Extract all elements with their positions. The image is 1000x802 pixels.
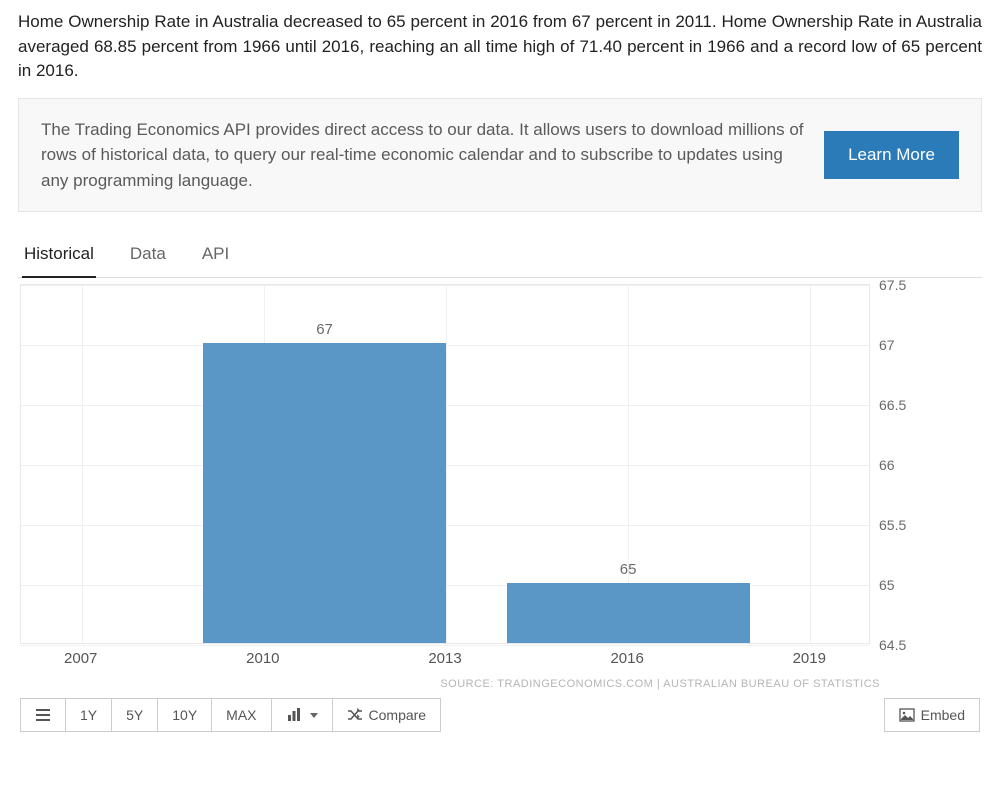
description-text: Home Ownership Rate in Australia decreas… [18,10,982,84]
y-tick-label: 65 [879,577,929,593]
tab-historical[interactable]: Historical [22,234,96,278]
range-5y-button[interactable]: 5Y [111,698,158,732]
toolbar-left-group: 1Y5Y10YMAX Compare [20,698,441,732]
list-view-button[interactable] [20,698,66,732]
chart-container: 64.56565.56666.56767.56765 2007201020132… [20,284,980,732]
chart-gridline [21,285,869,286]
x-tick-label: 2007 [64,650,97,667]
embed-button[interactable]: Embed [884,698,980,732]
range-1y-button[interactable]: 1Y [65,698,112,732]
toolbar-right-group: Embed [884,698,980,732]
bar-value-label: 67 [316,321,333,338]
tab-data[interactable]: Data [128,234,168,278]
api-promo-box: The Trading Economics API provides direc… [18,98,982,213]
chart-plot-area[interactable]: 64.56565.56666.56767.56765 [20,284,870,644]
chart-source-text: SOURCE: TRADINGECONOMICS.COM | AUSTRALIA… [20,678,880,690]
chart-x-axis: 2007 2010 2013 2016 2019 [20,644,870,672]
x-tick-label: 2019 [793,650,826,667]
shuffle-icon [347,707,363,723]
bar-chart-icon [286,707,302,723]
y-tick-label: 67 [879,337,929,353]
embed-label: Embed [921,707,965,723]
compare-label: Compare [369,707,427,723]
compare-button[interactable]: Compare [332,698,442,732]
image-icon [899,707,915,723]
api-promo-text: The Trading Economics API provides direc… [41,117,804,194]
chart-vline [810,285,811,643]
tab-api[interactable]: API [200,234,231,278]
learn-more-button[interactable]: Learn More [824,131,959,179]
chart-vline [446,285,447,643]
chart-toolbar: 1Y5Y10YMAX Compare Embed [20,698,980,732]
x-tick-label: 2010 [246,650,279,667]
y-tick-label: 66.5 [879,397,929,413]
y-tick-label: 66 [879,457,929,473]
tab-bar: Historical Data API [18,234,982,278]
x-tick-label: 2013 [428,650,461,667]
y-tick-label: 67.5 [879,277,929,293]
chevron-down-icon [310,713,318,718]
range-10y-button[interactable]: 10Y [157,698,212,732]
list-icon [35,707,51,723]
chart-vline [82,285,83,643]
chart-type-button[interactable] [271,698,333,732]
bar-value-label: 65 [620,561,637,578]
y-tick-label: 65.5 [879,517,929,533]
x-tick-label: 2016 [610,650,643,667]
range-max-button[interactable]: MAX [211,698,271,732]
y-tick-label: 64.5 [879,637,929,653]
chart-bar[interactable]: 67 [203,343,446,643]
chart-bar[interactable]: 65 [507,583,750,643]
